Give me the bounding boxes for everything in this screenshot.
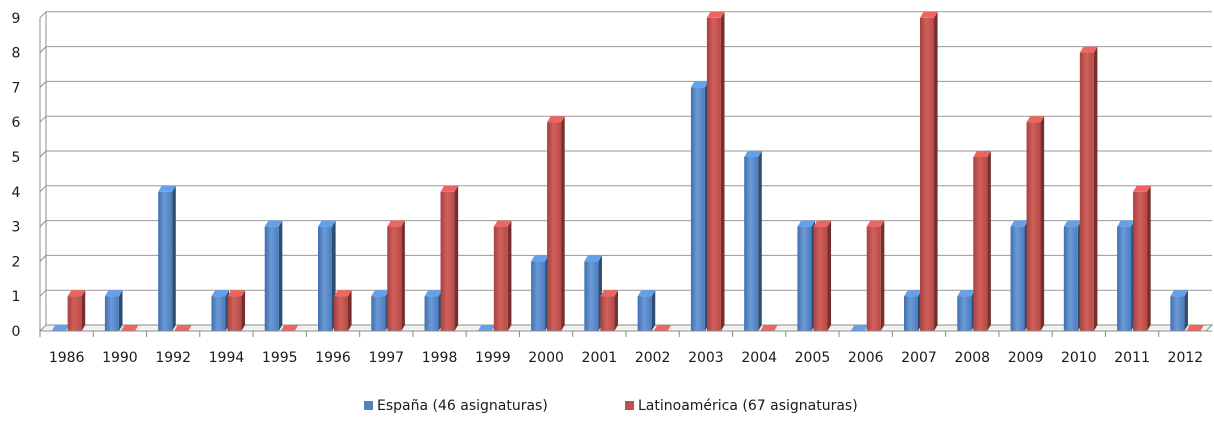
x-tick-label: 2007 — [901, 350, 937, 366]
y-tick-label: 0 — [12, 324, 21, 340]
x-tick-label: 1992 — [155, 350, 191, 366]
bar-latinoamerica — [227, 290, 246, 331]
bar-espana — [477, 325, 496, 331]
x-tick-label: 2003 — [688, 350, 724, 366]
bar-latinoamerica — [440, 185, 459, 331]
y-tick-label: 8 — [12, 46, 21, 62]
x-tick-label: 2010 — [1061, 350, 1097, 366]
bar-espana — [850, 325, 869, 331]
y-tick-label: 2 — [12, 254, 21, 270]
bar-latinoamerica — [67, 290, 86, 331]
bar-latinoamerica — [706, 11, 725, 332]
x-tick-label: 2008 — [954, 350, 990, 366]
bar-espana — [51, 325, 70, 331]
x-tick-label: 2000 — [528, 350, 564, 366]
bar-espana — [690, 81, 709, 332]
bar-espana — [371, 290, 389, 331]
y-axis: 0 1 2 3 4 5 6 7 8 9 — [12, 11, 41, 340]
bar-latinoamerica — [1026, 116, 1045, 331]
bar-espana — [584, 255, 602, 331]
x-tick-label: 2005 — [795, 350, 831, 366]
bar-latinoamerica — [120, 325, 139, 331]
bar-latinoamerica — [653, 325, 672, 331]
bar-espana — [1010, 220, 1029, 331]
x-tick-label: 1990 — [102, 350, 138, 366]
bar-espana — [158, 185, 176, 331]
bar-espana — [424, 290, 443, 331]
bar-latinoamerica — [493, 220, 512, 331]
bar-latinoamerica — [1079, 46, 1098, 331]
x-tick-label: 1999 — [475, 350, 511, 366]
y-tick-label: 1 — [12, 289, 21, 305]
bar-espana — [531, 255, 549, 331]
x-tick-label: 2002 — [635, 350, 671, 366]
bar-espana — [637, 290, 656, 331]
x-axis: 1986 1990 1992 1994 1995 1996 1997 1998 1999 2000… — [39, 330, 1212, 366]
y-tick-label: 4 — [12, 185, 21, 201]
bar-espana — [318, 220, 336, 331]
bar-espana — [104, 290, 123, 331]
bar-espana — [797, 220, 816, 331]
bar-latinoamerica — [973, 151, 991, 331]
y-tick-label: 6 — [12, 115, 21, 131]
bar-latinoamerica — [547, 116, 565, 331]
x-tick-label: 1997 — [368, 350, 404, 366]
bar-latinoamerica — [760, 325, 778, 331]
bar-espana — [957, 290, 975, 331]
legend-swatch-espana — [364, 401, 373, 410]
x-tick-label: 2001 — [582, 350, 618, 366]
bar-latinoamerica — [334, 290, 352, 331]
bar-latinoamerica — [866, 220, 885, 331]
bar-latinoamerica — [1186, 325, 1204, 331]
bar-espana — [264, 220, 283, 331]
x-tick-label: 2012 — [1168, 350, 1204, 366]
bar-espana — [1170, 290, 1188, 331]
y-tick-label: 7 — [12, 80, 21, 96]
bar-latinoamerica — [1133, 185, 1151, 331]
y-tick-label: 3 — [12, 220, 21, 236]
x-tick-label: 1994 — [209, 350, 245, 366]
legend: España (46 asignaturas) Latinoamérica (6… — [364, 398, 858, 414]
x-tick-label: 1995 — [262, 350, 298, 366]
x-tick-label: 1986 — [49, 350, 85, 366]
x-tick-label: 2004 — [741, 350, 777, 366]
bar-espana — [904, 290, 922, 331]
legend-swatch-latinoamerica — [625, 401, 634, 410]
y-tick-label: 9 — [12, 11, 21, 27]
bar-espana — [744, 151, 762, 331]
bar-latinoamerica — [174, 325, 192, 331]
bar-latinoamerica — [600, 290, 618, 331]
x-tick-label: 2009 — [1008, 350, 1044, 366]
bar-espana — [1117, 220, 1135, 331]
bar-latinoamerica — [387, 220, 405, 331]
bar-latinoamerica — [920, 11, 938, 332]
x-tick-label: 1998 — [422, 350, 458, 366]
bar-latinoamerica — [280, 325, 299, 331]
x-tick-label: 1996 — [315, 350, 351, 366]
bars — [51, 11, 1204, 332]
bar-latinoamerica — [813, 220, 832, 331]
bar-espana — [1063, 220, 1082, 331]
legend-label-espana: España (46 asignaturas) — [377, 398, 548, 414]
y-tick-label: 5 — [12, 150, 21, 166]
legend-label-latinoamerica: Latinoamérica (67 asignaturas) — [638, 398, 858, 414]
bar-espana — [211, 290, 230, 331]
x-tick-label: 2011 — [1114, 350, 1150, 366]
x-tick-label: 2006 — [848, 350, 884, 366]
